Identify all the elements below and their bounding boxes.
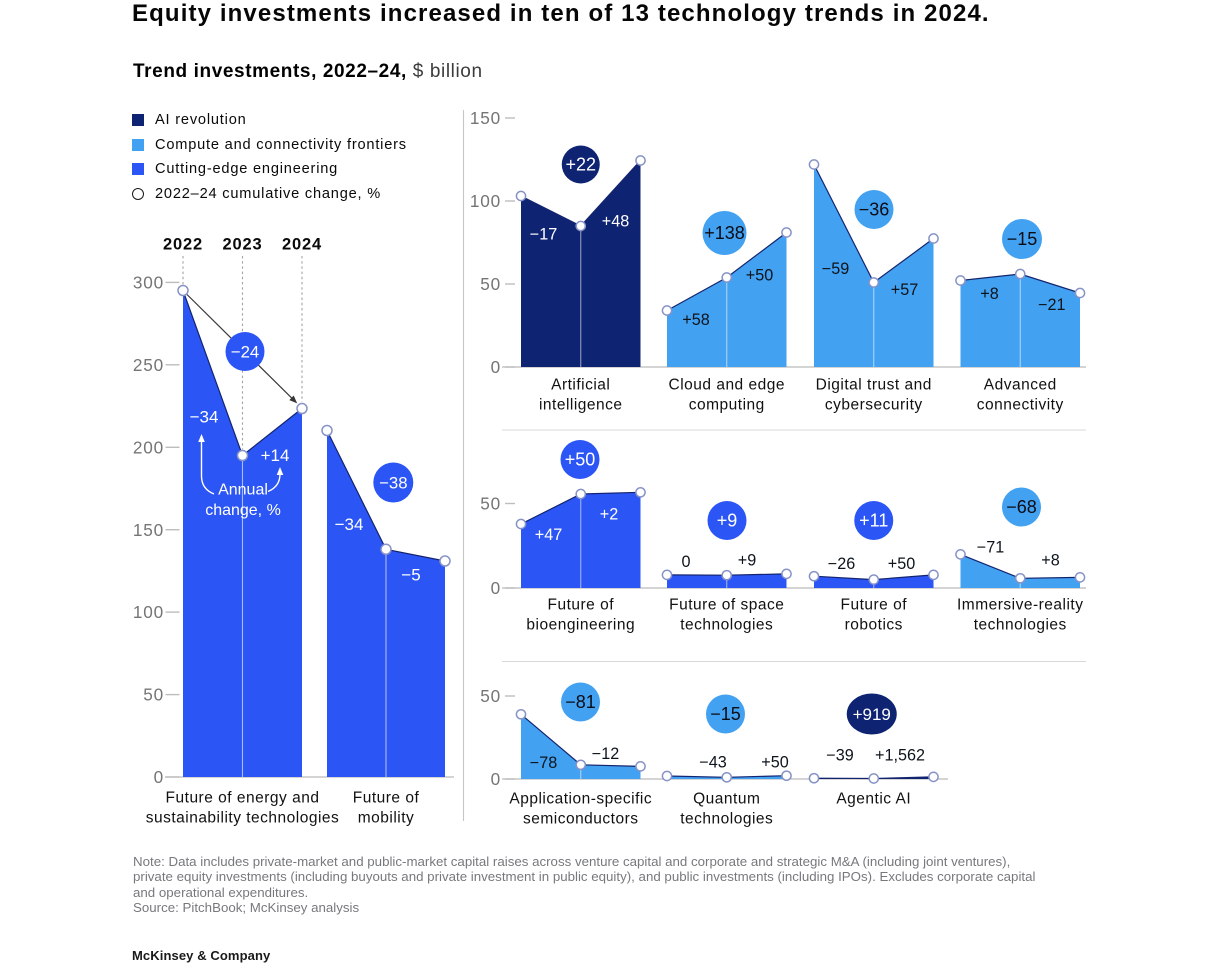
svg-text:Application-specific: Application-specific	[509, 790, 652, 807]
svg-text:bioengineering: bioengineering	[526, 616, 635, 633]
svg-text:robotics: robotics	[845, 616, 903, 633]
svg-text:−34: −34	[335, 515, 364, 534]
svg-text:connectivity: connectivity	[977, 396, 1064, 413]
svg-text:sustainability technologies: sustainability technologies	[146, 809, 340, 826]
svg-text:100: 100	[470, 191, 501, 211]
svg-text:−24: −24	[231, 342, 259, 361]
svg-text:250: 250	[133, 355, 164, 375]
svg-text:50: 50	[480, 686, 501, 706]
svg-text:+9: +9	[738, 552, 756, 570]
svg-text:Future of energy and: Future of energy and	[166, 789, 320, 806]
svg-text:−17: −17	[530, 226, 557, 244]
svg-text:−36: −36	[859, 199, 890, 219]
svg-text:−68: −68	[1006, 497, 1037, 517]
svg-text:mobility: mobility	[358, 809, 415, 826]
svg-text:0: 0	[491, 769, 501, 789]
svg-text:−59: −59	[822, 260, 849, 278]
svg-text:+50: +50	[761, 754, 788, 772]
svg-text:Annual: Annual	[218, 482, 268, 499]
svg-text:+58: +58	[682, 311, 709, 329]
svg-text:intelligence: intelligence	[539, 396, 623, 413]
svg-text:2024: 2024	[282, 236, 322, 254]
svg-text:+22: +22	[565, 154, 596, 174]
svg-text:Artificial: Artificial	[551, 376, 610, 393]
svg-text:0: 0	[154, 767, 164, 787]
svg-text:Future of space: Future of space	[669, 596, 784, 613]
svg-text:0: 0	[491, 578, 501, 598]
svg-text:−39: −39	[826, 747, 853, 765]
svg-text:−34: −34	[190, 408, 219, 427]
svg-text:0: 0	[491, 357, 501, 377]
svg-text:−21: −21	[1038, 296, 1065, 314]
svg-text:+50: +50	[746, 267, 773, 285]
svg-text:50: 50	[143, 685, 164, 705]
svg-text:+57: +57	[891, 281, 918, 299]
svg-text:computing: computing	[689, 396, 765, 413]
svg-text:Immersive-reality: Immersive-reality	[957, 596, 1083, 613]
svg-text:−15: −15	[1007, 229, 1038, 249]
svg-text:−15: −15	[710, 704, 741, 724]
svg-text:2022: 2022	[163, 236, 203, 254]
svg-text:+138: +138	[704, 223, 745, 243]
svg-text:+47: +47	[535, 526, 562, 544]
svg-text:+11: +11	[859, 510, 888, 530]
svg-text:−5: −5	[401, 566, 420, 585]
svg-text:150: 150	[133, 520, 164, 540]
svg-text:change, %: change, %	[205, 502, 281, 519]
svg-text:+14: +14	[261, 446, 290, 465]
svg-text:−81: −81	[565, 692, 596, 712]
svg-text:technologies: technologies	[680, 810, 773, 827]
svg-text:−43: −43	[699, 754, 726, 772]
svg-text:+1,562: +1,562	[875, 747, 925, 765]
svg-text:+50: +50	[888, 555, 915, 573]
svg-text:150: 150	[470, 108, 501, 128]
svg-text:+8: +8	[980, 285, 998, 303]
svg-text:Future of: Future of	[353, 789, 420, 806]
svg-text:+919: +919	[853, 705, 891, 724]
svg-text:+8: +8	[1041, 552, 1059, 570]
svg-text:technologies: technologies	[680, 616, 773, 633]
svg-text:technologies: technologies	[974, 616, 1067, 633]
svg-text:Advanced: Advanced	[984, 376, 1057, 393]
svg-text:50: 50	[480, 274, 501, 294]
svg-text:−26: −26	[828, 555, 855, 573]
svg-text:Digital trust and: Digital trust and	[816, 376, 932, 393]
svg-text:+2: +2	[600, 506, 618, 524]
svg-text:cybersecurity: cybersecurity	[825, 396, 923, 413]
svg-text:Cloud and edge: Cloud and edge	[669, 376, 785, 393]
svg-text:semiconductors: semiconductors	[523, 810, 639, 827]
svg-text:100: 100	[133, 602, 164, 622]
svg-text:200: 200	[133, 437, 164, 457]
svg-text:−38: −38	[379, 473, 407, 492]
svg-text:+48: +48	[602, 213, 629, 231]
svg-text:Future of: Future of	[840, 596, 907, 613]
svg-text:Future of: Future of	[547, 596, 614, 613]
svg-text:−12: −12	[592, 745, 619, 763]
svg-text:+50: +50	[565, 449, 596, 469]
svg-text:50: 50	[480, 494, 501, 514]
svg-text:Quantum: Quantum	[693, 790, 760, 807]
svg-text:−78: −78	[530, 754, 557, 772]
svg-text:+9: +9	[717, 510, 738, 530]
svg-text:−71: −71	[977, 539, 1004, 557]
svg-text:2023: 2023	[223, 236, 263, 254]
svg-text:Agentic AI: Agentic AI	[836, 790, 911, 807]
svg-text:300: 300	[133, 273, 164, 293]
svg-text:0: 0	[681, 553, 690, 571]
